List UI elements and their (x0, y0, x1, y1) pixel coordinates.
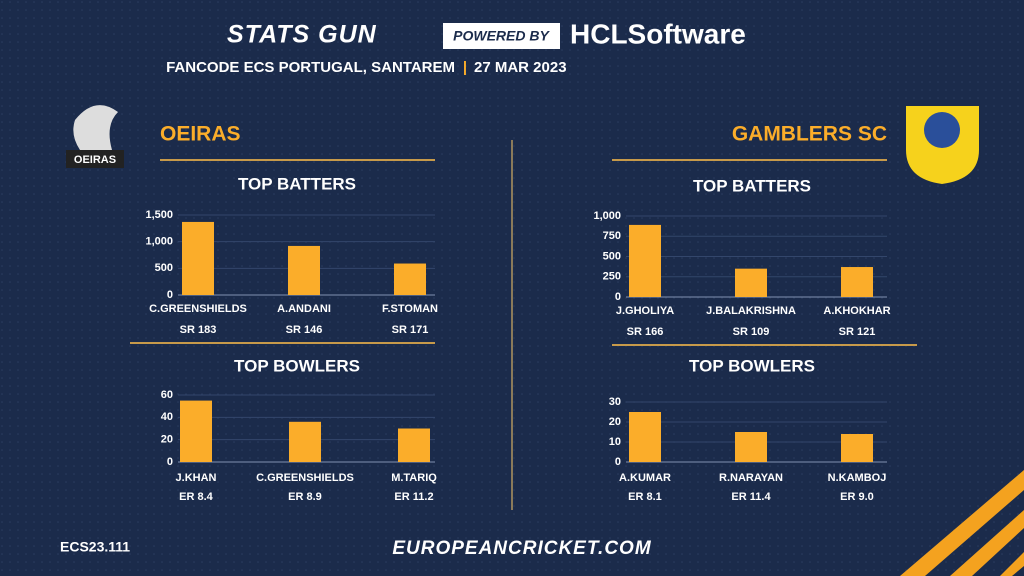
x-tick-label: C.GREENSHIELDS (256, 472, 354, 484)
y-tick-label: 20 (609, 416, 621, 428)
y-tick-label: 0 (167, 456, 173, 468)
chart-title: TOP BATTERS (693, 176, 811, 195)
powered-badge (443, 23, 560, 49)
powered-by: POWERED BY (453, 28, 550, 44)
stat-annotation: ER 8.4 (179, 491, 214, 503)
chart-title: TOP BOWLERS (689, 356, 815, 375)
stat-annotation: SR 121 (839, 326, 876, 338)
bar (289, 421, 321, 462)
stat-annotation: SR 109 (733, 326, 770, 338)
stat-annotation: ER 9.0 (840, 491, 874, 503)
gamblers-logo (904, 104, 981, 187)
event: FANCODE ECS PORTUGAL, SANTAREM (166, 59, 455, 76)
bar (182, 221, 214, 295)
y-tick-label: 750 (603, 230, 621, 242)
stat-annotation: ER 11.4 (731, 491, 771, 503)
stat-annotation: SR 171 (392, 324, 429, 336)
date: 27 MAR 2023 (474, 59, 567, 76)
chart-title: TOP BOWLERS (234, 356, 360, 375)
y-tick-label: 0 (615, 456, 621, 468)
y-tick-label: 0 (615, 291, 621, 303)
bar (841, 434, 873, 462)
x-tick-label: J.KHAN (176, 472, 217, 484)
separator: | (463, 59, 467, 76)
oeiras-logo: OEIRAS (66, 105, 124, 168)
x-tick-label: A.ANDANI (277, 303, 331, 315)
y-tick-label: 500 (603, 250, 621, 262)
bar (180, 400, 212, 462)
y-tick-label: 20 (161, 434, 173, 446)
y-tick-label: 40 (161, 411, 173, 423)
team-name: GAMBLERS SC (732, 123, 887, 146)
y-tick-label: 10 (609, 436, 621, 448)
y-tick-label: 500 (155, 262, 173, 274)
stat-annotation: ER 8.1 (628, 491, 662, 503)
stat-annotation: SR 166 (627, 326, 664, 338)
footer-code: ECS23.111 (60, 539, 130, 555)
sponsor: HCLSoftware (570, 18, 746, 49)
x-tick-label: C.GREENSHIELDS (149, 303, 247, 315)
stat-annotation: SR 146 (286, 324, 323, 336)
svg-text:OEIRAS: OEIRAS (74, 154, 116, 166)
x-tick-label: J.GHOLIYA (616, 305, 674, 317)
stat-annotation: SR 183 (180, 324, 217, 336)
y-tick-label: 1,500 (145, 209, 173, 221)
corner-stripes (900, 470, 1024, 576)
bar (629, 412, 661, 462)
bar (398, 428, 430, 462)
bar (735, 268, 767, 297)
stat-annotation: ER 8.9 (288, 491, 322, 503)
stat-annotation: ER 11.2 (394, 491, 433, 503)
x-tick-label: N.KAMBOJ (828, 472, 887, 484)
y-tick-label: 1,000 (593, 210, 621, 222)
y-tick-label: 250 (603, 271, 621, 283)
y-tick-label: 60 (161, 389, 173, 401)
x-tick-label: A.KUMAR (619, 472, 671, 484)
bar (735, 432, 767, 462)
team-name: OEIRAS (160, 123, 241, 146)
y-tick-label: 0 (167, 289, 173, 301)
x-tick-label: A.KHOKHAR (823, 305, 890, 317)
chart-title: TOP BATTERS (238, 174, 356, 193)
brand: STATS GUN (227, 21, 377, 49)
y-tick-label: 1,000 (145, 236, 173, 248)
footer-site: EUROPEANCRICKET.COM (392, 538, 651, 559)
x-tick-label: J.BALAKRISHNA (706, 305, 796, 317)
bar (394, 263, 426, 295)
bar (288, 245, 320, 295)
x-tick-label: M.TARIQ (391, 472, 437, 484)
x-tick-label: R.NARAYAN (719, 472, 783, 484)
x-tick-label: F.STOMAN (382, 303, 438, 315)
bar (841, 267, 873, 297)
bar (629, 224, 661, 297)
y-tick-label: 30 (609, 396, 621, 408)
